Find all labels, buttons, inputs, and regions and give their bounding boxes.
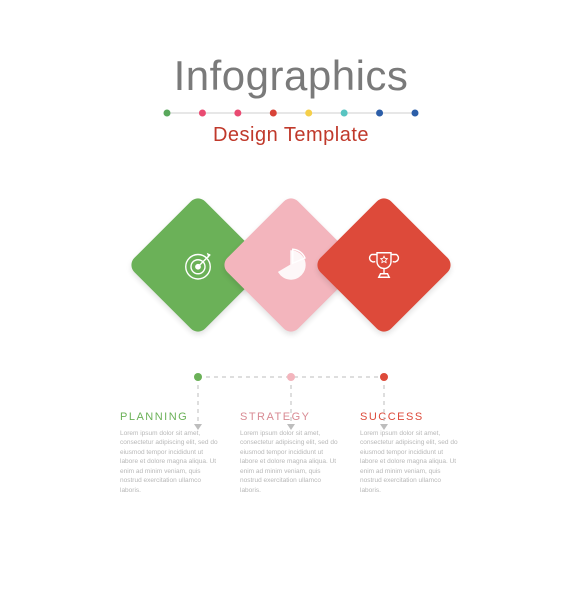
columns: PLANNING Lorem ipsum dolor sit amet, con…: [0, 411, 582, 495]
dot-divider: [161, 108, 421, 118]
header: Infographics Design Template: [0, 0, 582, 147]
diamond-success: [313, 194, 454, 335]
column-planning: PLANNING Lorem ipsum dolor sit amet, con…: [120, 411, 222, 495]
column-title: SUCCESS: [360, 411, 462, 423]
page-title: Infographics: [0, 52, 582, 100]
column-title: STRATEGY: [240, 411, 342, 423]
column-title: PLANNING: [120, 411, 222, 423]
trophy-icon: [334, 215, 434, 315]
column-strategy: STRATEGY Lorem ipsum dolor sit amet, con…: [240, 411, 342, 495]
column-body: Lorem ipsum dolor sit amet, consectetur …: [120, 429, 222, 495]
column-body: Lorem ipsum dolor sit amet, consectetur …: [360, 429, 462, 495]
diamond-row: [0, 195, 582, 335]
column-body: Lorem ipsum dolor sit amet, consectetur …: [240, 429, 342, 495]
column-success: SUCCESS Lorem ipsum dolor sit amet, cons…: [360, 411, 462, 495]
page-subtitle: Design Template: [0, 124, 582, 147]
